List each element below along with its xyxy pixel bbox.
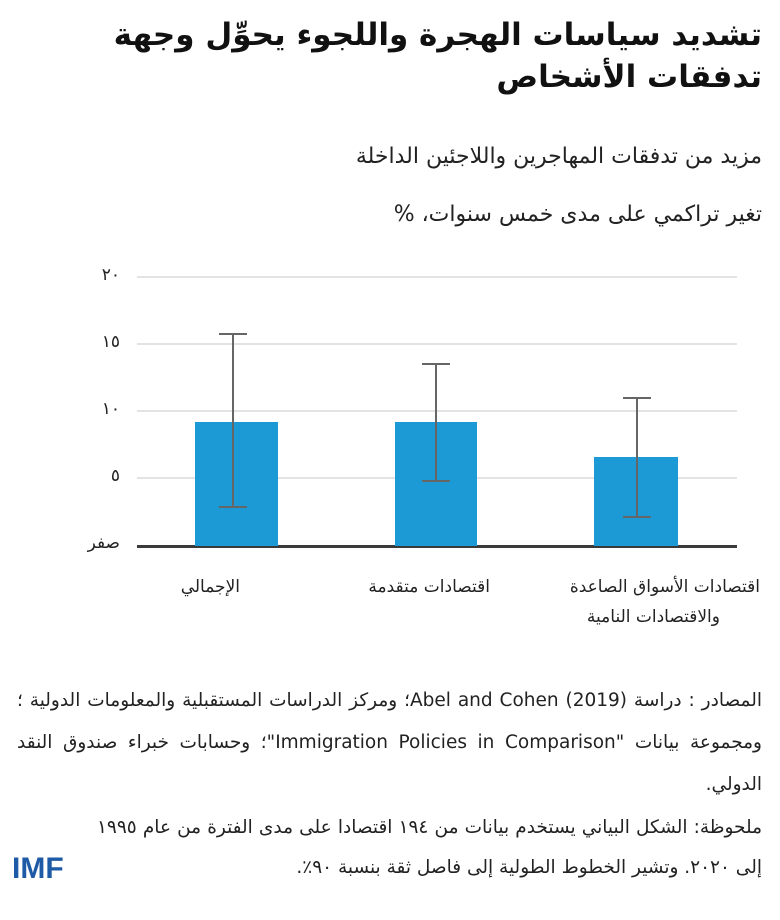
bar-chart: ٢٠ ١٥ ١٠ ٥ صفر الإجمالي اقتصادات متقدمة …: [87, 265, 760, 627]
x-label-emerging-line2: والاقتصادات النامية: [586, 607, 720, 627]
bar-total: [195, 422, 278, 546]
x-label-total: الإجمالي: [180, 577, 240, 597]
x-label-emerging-line1: اقتصادات الأسواق الصاعدة: [569, 577, 760, 597]
chart-note: ملحوظة: الشكل البياني يستخدم بيانات من ١…: [97, 817, 762, 878]
gridline-15: [137, 343, 737, 345]
sources-mid: ؛ ومركز الدراسات المستقبلية والمعلومات ا…: [17, 690, 762, 753]
gridline-10: [137, 410, 737, 412]
chart-title: تشديد سياسات الهجرة واللجوء يحوِّل وجهة …: [113, 17, 762, 95]
sources-note: المصادر : دراسة Abel and Cohen (2019)؛ و…: [17, 680, 762, 806]
x-label-advanced-economies: اقتصادات متقدمة: [368, 577, 490, 597]
error-bar-emerging-developing: [636, 398, 638, 517]
sources-suffix: "؛ وحسابات خبراء صندوق النقد الدولي.: [17, 732, 762, 795]
gridline-20: [137, 276, 737, 278]
chart-subtitle: مزيد من تدفقات المهاجرين واللاجئين الداخ…: [355, 144, 762, 169]
error-cap-bottom-advanced-economies: [422, 480, 450, 482]
y-tick-20: ٢٠: [101, 265, 120, 285]
error-bar-advanced-economies: [435, 364, 437, 481]
sources-prefix: المصادر : دراسة: [633, 690, 763, 711]
y-tick-0: صفر: [87, 533, 120, 553]
error-cap-top-advanced-economies: [422, 363, 450, 365]
imf-logo: IMF: [12, 852, 64, 885]
error-cap-top-total: [219, 333, 247, 335]
chart-unit-label: تغير تراكمي على مدى خمس سنوات، %: [393, 202, 762, 227]
error-bar-total: [232, 334, 234, 507]
y-tick-15: ١٥: [101, 332, 120, 352]
error-cap-bottom-total: [219, 506, 247, 508]
sources-citation: Abel and Cohen (2019): [410, 690, 628, 711]
y-tick-10: ١٠: [101, 399, 120, 419]
sources-dataset: Immigration Policies in Comparison: [275, 732, 616, 753]
error-cap-top-emerging-developing: [623, 397, 651, 399]
x-axis-baseline: [137, 545, 737, 548]
y-tick-5: ٥: [110, 466, 120, 486]
error-cap-bottom-emerging-developing: [623, 516, 651, 518]
